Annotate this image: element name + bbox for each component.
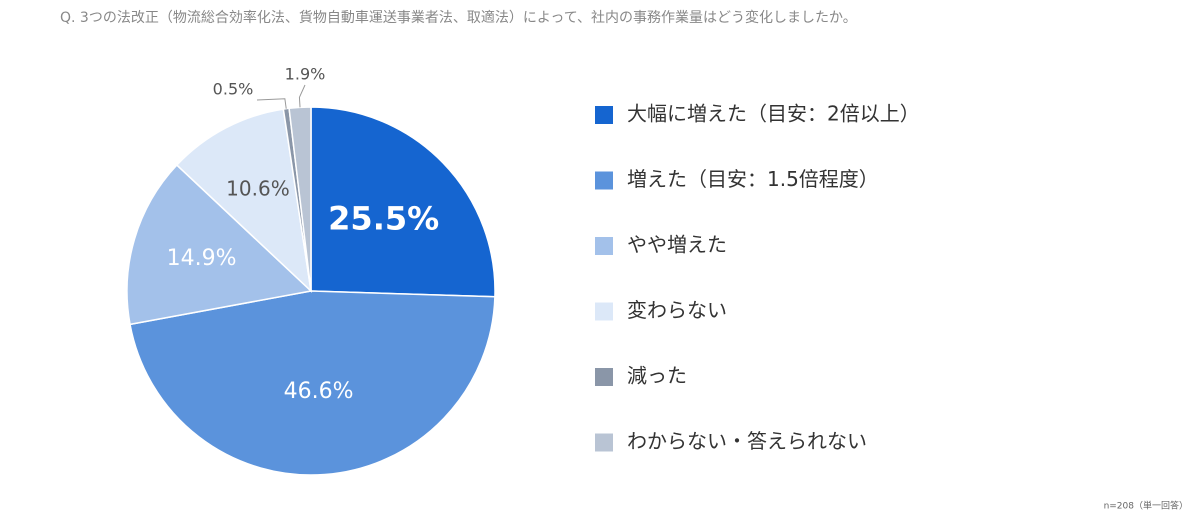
legend-label: 増えた（目安：1.5倍程度） [627, 167, 879, 191]
pie-slice [310, 106, 496, 298]
legend-label: 大幅に増えた（目安：2倍以上） [627, 102, 920, 126]
value-label: 46.6% [284, 379, 354, 404]
legend-swatch [595, 237, 613, 255]
pie-slice [129, 290, 496, 476]
value-label: 10.6% [226, 177, 290, 201]
pie-slice [175, 108, 313, 294]
legend-label: やや増えた [627, 233, 727, 257]
value-label: 14.9% [167, 246, 237, 271]
value-label: 25.5% [328, 200, 439, 238]
pie-slice [288, 106, 312, 292]
legend-swatch [595, 433, 613, 452]
leader-line [298, 84, 306, 108]
legend-swatch [595, 368, 613, 386]
pie-slice [126, 163, 313, 326]
legend-swatch [595, 171, 613, 190]
legend-label: 変わらない [627, 298, 727, 322]
legend-label: わからない・答えられない [627, 429, 867, 453]
note: n=208（単一回答） [1104, 500, 1188, 512]
leader-line [256, 98, 287, 109]
legend-label: 減った [627, 364, 687, 388]
value-label: 1.9% [285, 65, 326, 84]
value-label: 0.5% [213, 80, 254, 99]
legend-swatch [595, 302, 613, 321]
legend-swatch [595, 106, 613, 124]
chart-title: Q. 3つの法改正（物流総合効率化法、貨物自動車運送事業者法、取適法）によって、… [60, 9, 857, 26]
